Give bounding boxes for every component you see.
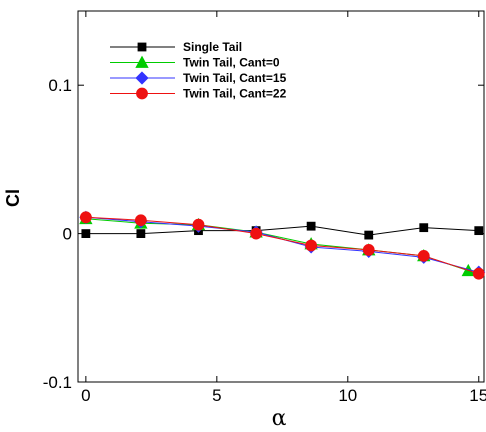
axis-ticks: 0 5 10 15 -0.1 0 0.1: [43, 11, 486, 405]
data-point: [79, 211, 92, 224]
legend-label: Twin Tail, Cant=0: [183, 56, 280, 70]
legend-marker: [135, 55, 149, 68]
legend-item: Twin Tail, Cant=0: [110, 56, 280, 70]
x-tick-label: 15: [469, 386, 486, 405]
series-line: [85, 216, 479, 275]
data-point: [81, 229, 91, 239]
series-3: [79, 211, 485, 280]
data-point: [419, 223, 429, 233]
legend-marker: [135, 71, 149, 85]
data-point: [306, 221, 316, 231]
legend-marker: [136, 87, 148, 100]
data-point: [362, 244, 375, 256]
legend-label: Twin Tail, Cant=22: [183, 87, 287, 101]
data-point: [136, 229, 146, 239]
data-point: [192, 218, 205, 231]
y-tick-label: 0.1: [48, 76, 72, 95]
y-tick-label: -0.1: [43, 373, 72, 392]
y-axis-title: Cl: [3, 189, 23, 207]
x-tick-label: 5: [212, 386, 221, 405]
data-point: [134, 214, 147, 227]
x-tick-label: 10: [338, 386, 357, 405]
legend-item: Twin Tail, Cant=22: [110, 87, 287, 101]
legend-item: Single Tail: [110, 40, 242, 54]
series-line: [85, 225, 479, 236]
legend-item: Twin Tail, Cant=15: [110, 71, 287, 85]
x-axis-title: α: [272, 406, 287, 431]
legend-label: Twin Tail, Cant=15: [183, 71, 287, 85]
plot-frame: [77, 10, 485, 383]
data-point: [417, 249, 430, 262]
data-point: [250, 227, 263, 240]
data-point: [472, 267, 485, 280]
y-tick-label: 0: [63, 225, 72, 244]
data-point: [305, 239, 318, 252]
series-layer: [79, 210, 486, 280]
x-tick-label: 0: [81, 386, 90, 405]
legend-marker: [137, 42, 147, 52]
data-point: [364, 230, 374, 240]
legend-label: Single Tail: [183, 40, 242, 54]
data-point: [474, 226, 484, 236]
